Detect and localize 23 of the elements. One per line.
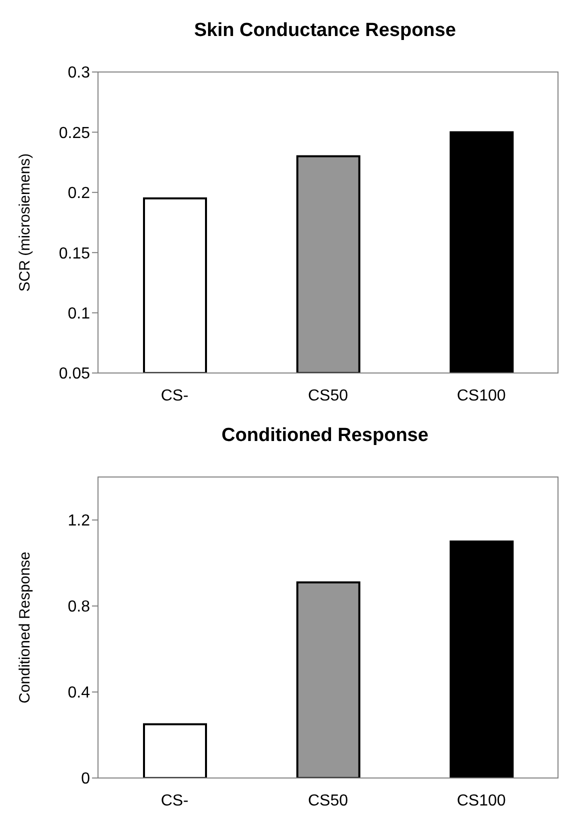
y-tick-label: 0.2 xyxy=(68,185,90,202)
x-tick-label: CS- xyxy=(160,792,188,810)
y-axis-title: Conditioned Response xyxy=(16,552,34,704)
chart-title: Skin Conductance Response xyxy=(193,19,457,43)
y-tick-label: 0.8 xyxy=(68,598,90,616)
x-tick-label: CS- xyxy=(160,387,188,404)
y-tick-label: 0.1 xyxy=(68,305,90,322)
y-tick-label: 0.3 xyxy=(68,64,90,82)
y-tick-label: 1.2 xyxy=(68,512,90,530)
x-tick-label: CS50 xyxy=(308,387,348,404)
y-tick-label: 0.4 xyxy=(68,684,90,702)
y-tick-label: 0.15 xyxy=(58,245,90,262)
y-tick-label: 0 xyxy=(81,770,90,788)
y-tick-label: 0.25 xyxy=(58,124,90,142)
bar xyxy=(143,723,207,778)
x-tick-label: CS100 xyxy=(456,792,506,810)
x-tick-label: CS100 xyxy=(456,387,506,404)
x-tick-label: CS50 xyxy=(308,792,348,810)
y-axis-title: SCR (microsiemens) xyxy=(16,153,34,292)
y-tick-label: 0.05 xyxy=(58,366,90,383)
bar xyxy=(450,540,514,778)
chart-title: Conditioned Response xyxy=(220,424,430,448)
bar xyxy=(296,581,360,778)
